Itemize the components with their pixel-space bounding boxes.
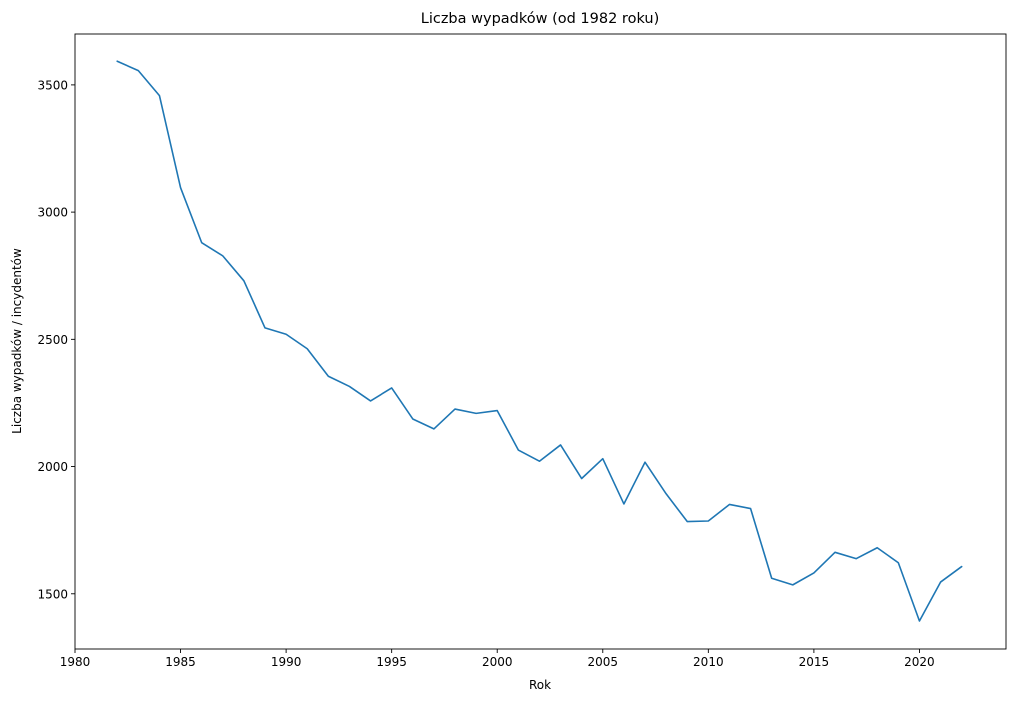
y-axis-ticks: 1500 2000 2500 3000 3500 xyxy=(37,78,75,601)
x-axis-title: Rok xyxy=(529,678,551,692)
y-tick-label: 2500 xyxy=(37,333,68,347)
x-axis-ticks: 1980 1985 1990 1995 2000 2005 2010 2015 2020 xyxy=(60,649,935,669)
plot-area xyxy=(75,34,1006,649)
x-tick-label: 2015 xyxy=(799,655,830,669)
x-tick-label: 2000 xyxy=(482,655,513,669)
x-tick-label: 1980 xyxy=(60,655,91,669)
x-tick-label: 2010 xyxy=(693,655,724,669)
x-tick-label: 2020 xyxy=(904,655,935,669)
y-tick-label: 3500 xyxy=(37,78,68,92)
y-tick-label: 2000 xyxy=(37,460,68,474)
series-line xyxy=(116,60,963,622)
x-tick-label: 1990 xyxy=(271,655,302,669)
chart-title: Liczba wypadków (od 1982 roku) xyxy=(421,11,660,27)
plot-frame xyxy=(74,33,1007,650)
y-axis-title: Liczba wypadków / incydentów xyxy=(10,248,24,434)
x-tick-label: 1985 xyxy=(165,655,196,669)
y-tick-label: 3000 xyxy=(37,206,68,220)
y-tick-label: 1500 xyxy=(37,587,68,601)
x-tick-label: 1995 xyxy=(376,655,407,669)
x-tick-label: 2005 xyxy=(588,655,619,669)
